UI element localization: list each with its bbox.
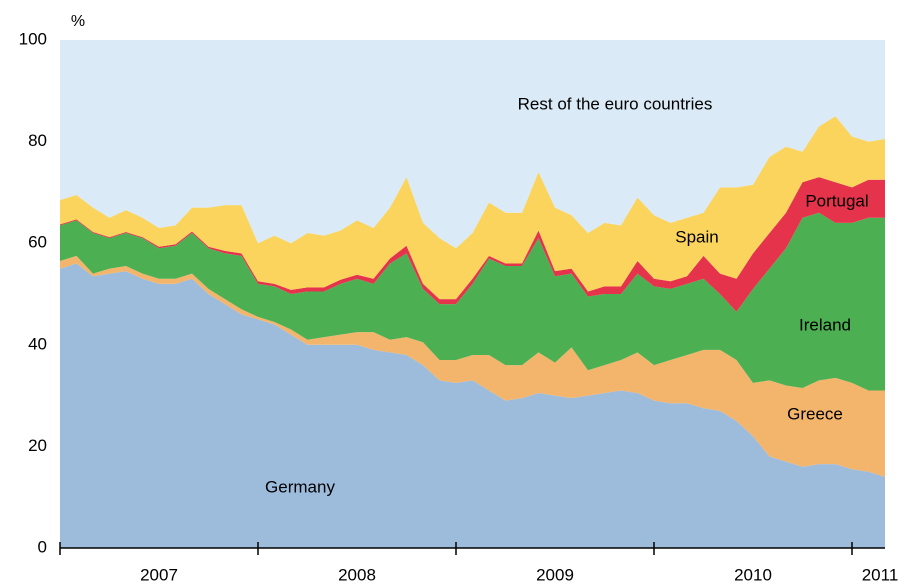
area (60, 263, 885, 548)
y-tick-label: 20 (28, 436, 47, 455)
y-tick-label: 100 (19, 29, 47, 48)
series-label: Germany (265, 477, 335, 496)
y-tick-label: 0 (38, 537, 47, 556)
area (60, 40, 885, 249)
area (60, 255, 885, 477)
y-axis-unit: % (71, 13, 85, 30)
series-label: Rest of the euro countries (518, 94, 713, 113)
x-tick-label: 2009 (536, 565, 574, 584)
x-tick-label: 2008 (338, 565, 376, 584)
area (60, 177, 885, 312)
y-tick-label: 60 (28, 233, 47, 252)
series-label: Ireland (799, 315, 851, 334)
series-label: Portugal (805, 191, 868, 210)
y-tick-label: 80 (28, 131, 47, 150)
area (60, 212, 885, 391)
x-tick-label: 2011 (862, 565, 899, 584)
series-label: Greece (787, 404, 843, 423)
series-label: Spain (675, 227, 718, 246)
x-tick-label: 2010 (734, 565, 772, 584)
y-tick-label: 40 (28, 334, 47, 353)
x-tick-label: 2007 (140, 565, 178, 584)
area (60, 116, 885, 300)
